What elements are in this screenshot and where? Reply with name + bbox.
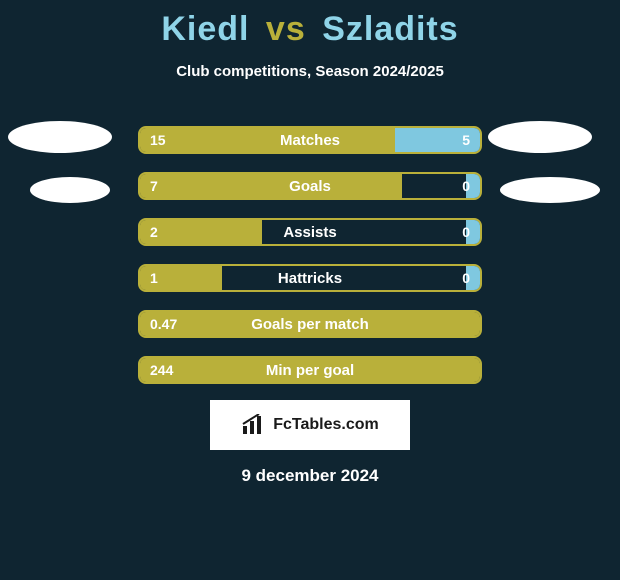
player-placeholder-ellipse — [30, 177, 110, 203]
player-placeholder-ellipse — [8, 121, 112, 153]
stat-value-left: 1 — [150, 266, 158, 290]
stat-label: Goals per match — [140, 312, 480, 336]
player-placeholder-ellipse — [488, 121, 592, 153]
stat-value-left: 0.47 — [150, 312, 177, 336]
stat-label: Goals — [140, 174, 480, 198]
bars-icon — [241, 414, 267, 436]
player1-name: Kiedl — [161, 10, 249, 48]
stat-row: Goals7 0 — [138, 172, 482, 200]
comparison-infographic: Kiedl vs Szladits Club competitions, Sea… — [0, 0, 620, 580]
stats-rows: Matches155Goals70Assists20Hattricks10Goa… — [0, 126, 620, 384]
fctables-logo: FcTables.com — [210, 400, 410, 450]
stat-value-left: 7 — [150, 174, 158, 198]
page-title: Kiedl vs Szladits — [0, 0, 620, 49]
stat-value-left: 15 — [150, 128, 166, 152]
stat-row: Min per goal244 — [138, 356, 482, 384]
subtitle: Club competitions, Season 2024/2025 — [0, 63, 620, 80]
player-placeholder-ellipse — [500, 177, 600, 203]
stat-value-right: 0 — [462, 220, 470, 244]
stat-label: Matches — [140, 128, 480, 152]
stat-row: Goals per match0.47 — [138, 310, 482, 338]
stat-row: Assists2 0 — [138, 218, 482, 246]
stat-value-right: 0 — [462, 266, 470, 290]
stat-label: Hattricks — [140, 266, 480, 290]
stat-row: Matches15 5 — [138, 126, 482, 154]
logo-text: FcTables.com — [273, 416, 379, 434]
player2-name: Szladits — [322, 10, 458, 48]
stat-label: Assists — [140, 220, 480, 244]
stat-value-right: 0 — [462, 174, 470, 198]
stat-label: Min per goal — [140, 358, 480, 382]
vs-text: vs — [266, 10, 306, 48]
stat-row: Hattricks1 0 — [138, 264, 482, 292]
date-text: 9 december 2024 — [0, 466, 620, 486]
stat-value-left: 2 — [150, 220, 158, 244]
stat-value-right: 5 — [462, 128, 470, 152]
stat-value-left: 244 — [150, 358, 173, 382]
